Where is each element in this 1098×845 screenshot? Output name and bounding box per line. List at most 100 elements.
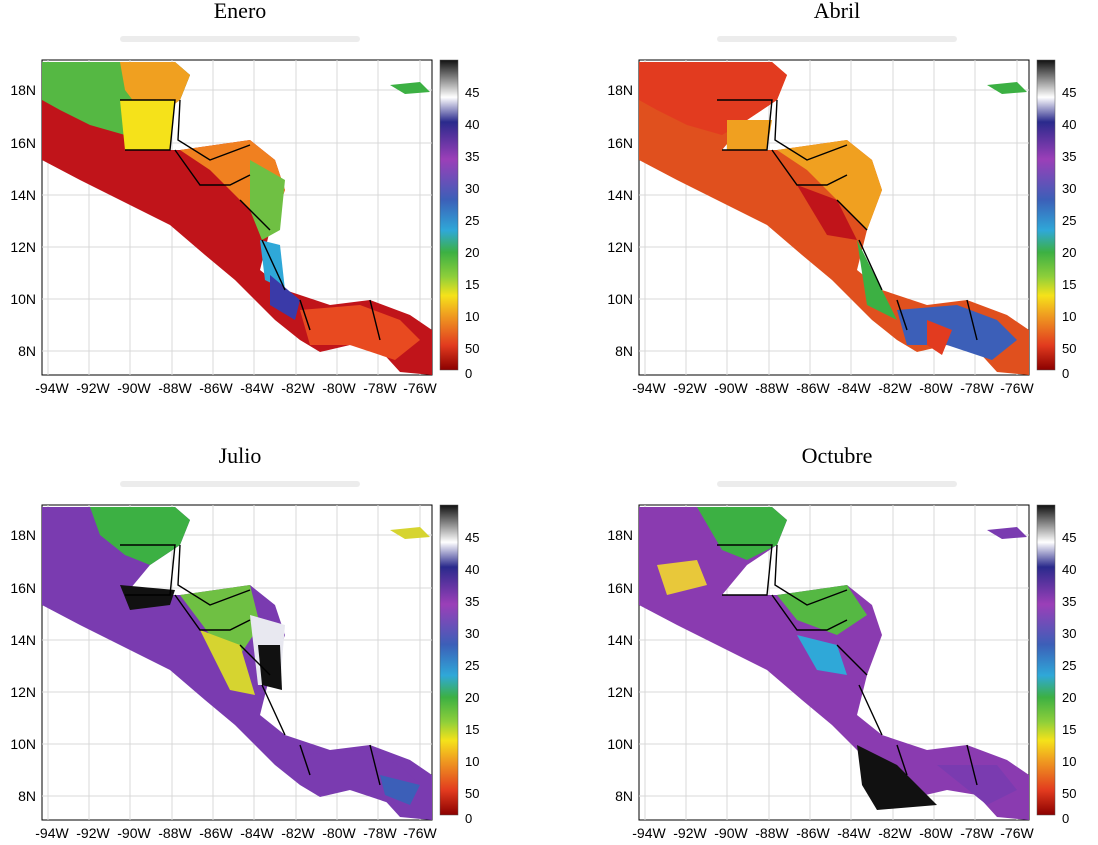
- y-tick-label: 12N: [10, 239, 36, 255]
- y-tick-label: 14N: [607, 632, 633, 648]
- x-axis-labels: -94W -92W -90W -88W -86W -84W -82W -80W …: [35, 825, 437, 841]
- x-tick-label: -76W: [1000, 825, 1034, 841]
- colorbar-labels: 450 400 350 300 250 200 150 100 50 0: [465, 530, 480, 826]
- x-tick-label: -92W: [673, 825, 707, 841]
- y-tick-label: 16N: [10, 580, 36, 596]
- panel-title: Enero: [213, 0, 267, 23]
- colorbar-tick-label: 0: [1062, 811, 1069, 826]
- y-tick-label: 18N: [607, 82, 633, 98]
- colorbar: [1036, 504, 1056, 816]
- colorbar-tick-label: 100: [465, 309, 480, 324]
- x-tick-label: -90W: [714, 825, 748, 841]
- land-mass: [42, 507, 432, 820]
- colorbar-tick-label: 100: [465, 754, 480, 769]
- x-tick-label: -92W: [76, 380, 110, 396]
- colorbar-tick-label: 200: [465, 245, 480, 260]
- colorbar-tick-label: 250: [1062, 213, 1077, 228]
- x-tick-label: -90W: [117, 380, 151, 396]
- colorbar-tick-label: 150: [465, 722, 480, 737]
- colorbar-tick-label: 350: [465, 594, 480, 609]
- faded-subtitle: [717, 481, 957, 487]
- y-tick-label: 10N: [607, 736, 633, 752]
- colorbar-tick-label: 0: [465, 366, 472, 381]
- faded-subtitle: [120, 36, 360, 42]
- colorbar-tick-label: 250: [465, 213, 480, 228]
- y-tick-label: 8N: [615, 343, 633, 359]
- y-tick-label: 14N: [607, 187, 633, 203]
- colorbar-tick-label: 300: [465, 181, 480, 196]
- colorbar-tick-label: 200: [465, 690, 480, 705]
- x-axis-labels: -94W -92W -90W -88W -86W -84W -82W -80W …: [632, 825, 1034, 841]
- x-tick-label: -82W: [878, 380, 912, 396]
- colorbar-tick-label: 50: [465, 786, 479, 801]
- x-tick-label: -76W: [403, 825, 437, 841]
- x-axis-labels: -94W -92W -90W -88W -86W -84W -82W -80W …: [632, 380, 1034, 396]
- x-tick-label: -94W: [35, 380, 69, 396]
- panel-title: Abril: [813, 0, 861, 23]
- x-tick-label: -82W: [281, 825, 315, 841]
- colorbar-tick-label: 300: [465, 626, 480, 641]
- colorbar-tick-label: 50: [1062, 341, 1076, 356]
- map-panel-julio: Julio: [0, 443, 480, 845]
- colorbar-tick-label: 450: [465, 85, 480, 100]
- y-tick-label: 16N: [607, 580, 633, 596]
- colorbar-tick-label: 300: [1062, 181, 1077, 196]
- colorbar: [439, 59, 459, 371]
- x-tick-label: -94W: [632, 825, 666, 841]
- x-tick-label: -86W: [796, 825, 830, 841]
- y-tick-label: 12N: [10, 684, 36, 700]
- x-tick-label: -92W: [673, 380, 707, 396]
- x-tick-label: -86W: [199, 380, 233, 396]
- colorbar-tick-label: 400: [465, 562, 480, 577]
- x-tick-label: -92W: [76, 825, 110, 841]
- y-axis-labels: 18N 16N 14N 12N 10N 8N: [607, 82, 633, 359]
- colorbar-tick-label: 400: [465, 117, 480, 132]
- y-tick-label: 18N: [10, 82, 36, 98]
- x-tick-label: -82W: [281, 380, 315, 396]
- y-tick-label: 10N: [10, 736, 36, 752]
- colorbar-tick-label: 300: [1062, 626, 1077, 641]
- x-tick-label: -80W: [322, 380, 356, 396]
- x-tick-label: -84W: [837, 825, 871, 841]
- x-tick-label: -80W: [919, 380, 953, 396]
- panel-title: Julio: [218, 443, 262, 468]
- colorbar-tick-label: 350: [465, 149, 480, 164]
- y-axis-labels: 18N 16N 14N 12N 10N 8N: [607, 527, 633, 804]
- colorbar-tick-label: 450: [465, 530, 480, 545]
- x-tick-label: -78W: [960, 825, 994, 841]
- y-axis-labels: 18N 16N 14N 12N 10N 8N: [10, 82, 36, 359]
- x-tick-label: -78W: [960, 380, 994, 396]
- x-tick-label: -86W: [796, 380, 830, 396]
- map-plot: 18N 16N 14N 12N 10N 8N -94W -92W -90W -8…: [10, 504, 480, 841]
- colorbar-labels: 450 400 350 300 250 200 150 100 50 0: [465, 85, 480, 381]
- colorbar-tick-label: 200: [1062, 245, 1077, 260]
- colorbar-tick-label: 450: [1062, 85, 1077, 100]
- land-mass: [639, 62, 1029, 375]
- y-tick-label: 18N: [607, 527, 633, 543]
- x-tick-label: -86W: [199, 825, 233, 841]
- colorbar: [1036, 59, 1056, 371]
- colorbar-tick-label: 100: [1062, 754, 1077, 769]
- colorbar-tick-label: 50: [465, 341, 479, 356]
- map-panel-abril: Abril: [597, 0, 1077, 400]
- colorbar-tick-label: 200: [1062, 690, 1077, 705]
- country-borders: [120, 99, 381, 341]
- x-tick-label: -88W: [755, 825, 789, 841]
- panel-title: Octubre: [801, 443, 873, 468]
- colorbar: [439, 504, 459, 816]
- y-tick-label: 10N: [10, 291, 36, 307]
- x-tick-label: -94W: [35, 825, 69, 841]
- colorbar-tick-label: 250: [465, 658, 480, 673]
- x-tick-label: -90W: [117, 825, 151, 841]
- x-axis-labels: -94W -92W -90W -88W -86W -84W -82W -80W …: [35, 380, 437, 396]
- y-axis-labels: 18N 16N 14N 12N 10N 8N: [10, 527, 36, 804]
- x-tick-label: -82W: [878, 825, 912, 841]
- colorbar-tick-label: 350: [1062, 149, 1077, 164]
- x-tick-label: -80W: [919, 825, 953, 841]
- colorbar-tick-label: 100: [1062, 309, 1077, 324]
- x-tick-label: -76W: [403, 380, 437, 396]
- colorbar-tick-label: 150: [465, 277, 480, 292]
- map-plot: 18N 16N 14N 12N 10N 8N -94W -92W -90W -8…: [607, 504, 1077, 841]
- colorbar-tick-label: 250: [1062, 658, 1077, 673]
- y-tick-label: 8N: [18, 343, 36, 359]
